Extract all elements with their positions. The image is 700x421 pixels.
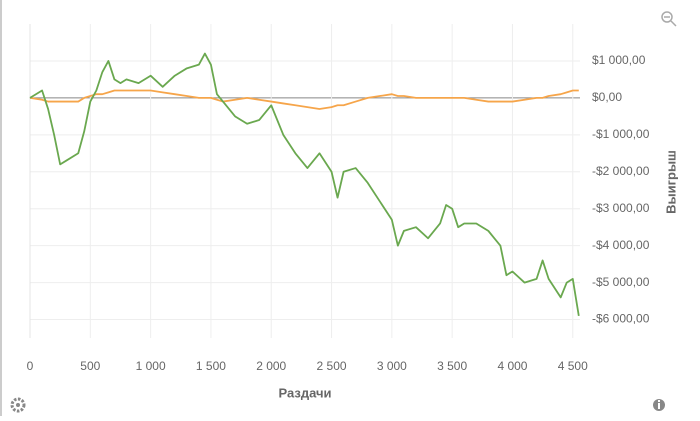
x-tick-label: 3 000 bbox=[377, 359, 407, 373]
x-tick-label: 3 500 bbox=[437, 359, 467, 373]
x-tick-label: 4 000 bbox=[497, 359, 527, 373]
y-tick-label: -$2 000,00 bbox=[592, 164, 650, 178]
x-tick-label: 1 000 bbox=[136, 359, 166, 373]
y-tick-label: -$3 000,00 bbox=[592, 201, 650, 215]
series-line bbox=[29, 52, 580, 316]
settings-icon[interactable] bbox=[10, 397, 26, 413]
info-icon[interactable] bbox=[653, 399, 665, 411]
y-tick-label: $0,00 bbox=[592, 90, 622, 104]
y-tick-label: -$1 000,00 bbox=[592, 127, 650, 141]
y-tick-label: -$5 000,00 bbox=[592, 275, 650, 289]
x-tick-label: 4 500 bbox=[558, 359, 588, 373]
x-tick-label: 500 bbox=[80, 359, 100, 373]
series-line bbox=[29, 89, 579, 110]
x-tick-label: 0 bbox=[27, 359, 34, 373]
x-axis-label: Раздачи bbox=[278, 385, 331, 400]
x-tick-label: 2 000 bbox=[256, 359, 286, 373]
zoom-icon[interactable] bbox=[661, 11, 677, 27]
y-tick-label: $1 000,00 bbox=[592, 53, 646, 67]
x-tick-label: 1 500 bbox=[196, 359, 226, 373]
y-axis-label: Выигрыш bbox=[663, 150, 678, 214]
x-tick-label: 2 500 bbox=[317, 359, 347, 373]
y-tick-label: -$4 000,00 bbox=[592, 238, 650, 252]
y-tick-label: -$6 000,00 bbox=[592, 312, 650, 326]
